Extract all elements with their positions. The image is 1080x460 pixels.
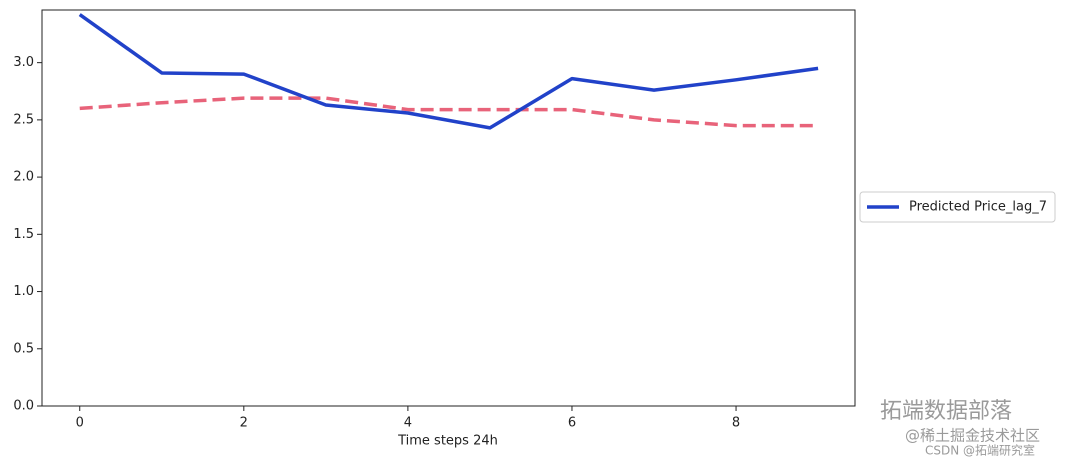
y-tick-label: 2.5 — [13, 112, 34, 127]
y-tick-label: 3.0 — [13, 55, 34, 70]
y-tick-label: 1.5 — [13, 227, 34, 242]
legend-box — [859, 191, 1056, 223]
watermark: 拓端数据部落 — [880, 399, 1012, 424]
y-tick-label: 0.0 — [13, 399, 34, 414]
legend-label: Predicted Price_lag_7 — [909, 200, 1047, 215]
data-line — [79, 96, 819, 128]
x-tick-label: 0 — [76, 416, 84, 431]
watermark: CSDN @拓端研究室 — [925, 443, 1035, 458]
x-tick-label: 8 — [732, 416, 740, 431]
x-axis-label: Time steps 24h — [397, 434, 498, 449]
watermark: @稀土掘金技术社区 — [905, 427, 1040, 445]
y-tick-label: 1.0 — [13, 284, 34, 299]
x-tick-label: 6 — [568, 416, 576, 431]
plot-frame — [41, 9, 856, 407]
y-tick-label: 2.0 — [13, 170, 34, 185]
y-tick-label: 0.5 — [13, 341, 34, 356]
data-line — [78, 13, 819, 130]
x-tick-label: 4 — [404, 416, 412, 431]
x-tick-label: 2 — [240, 416, 248, 431]
